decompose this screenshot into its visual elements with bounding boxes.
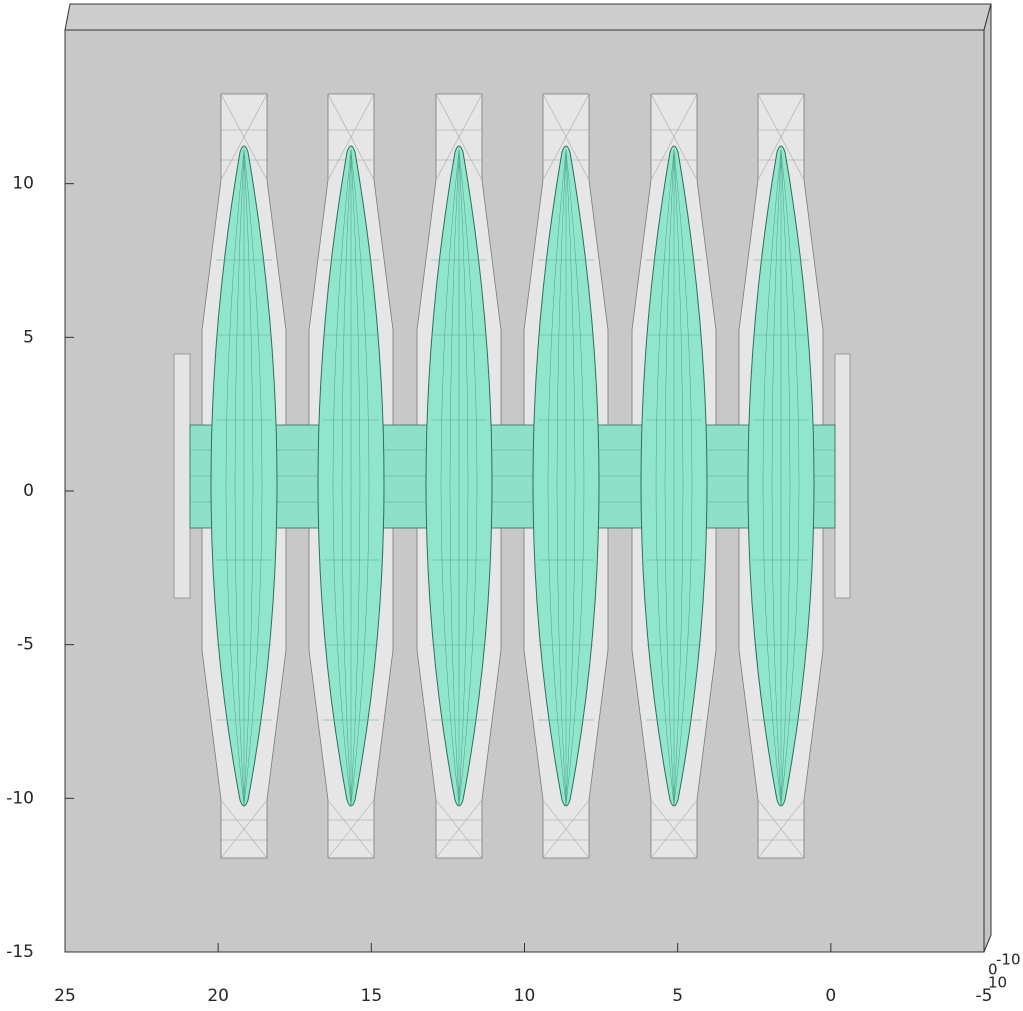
- x-tick-label: 0: [825, 986, 836, 1006]
- z-axis: -10 0 10: [988, 951, 1021, 992]
- mesh-line: [757, 799, 805, 859]
- mesh-line: [565, 149, 576, 806]
- end-cap: [173, 353, 191, 599]
- mesh-line: [449, 149, 460, 806]
- x-tick-label: 25: [54, 986, 76, 1006]
- x-tick-label: 20: [207, 986, 229, 1006]
- mesh-line: [780, 149, 791, 806]
- mesh-line: [220, 799, 268, 859]
- mesh-line: [556, 149, 567, 806]
- mesh-line: [780, 149, 800, 806]
- mesh-geometry: [173, 93, 851, 859]
- mesh-line: [542, 799, 590, 859]
- mesh-line: [225, 149, 245, 806]
- mesh-line: [542, 93, 590, 181]
- mesh-line: [458, 149, 478, 806]
- z-tick-label: 0: [988, 961, 998, 979]
- mesh-line: [243, 149, 263, 806]
- mesh-line: [327, 93, 375, 181]
- x-tick-label: -5: [976, 986, 993, 1006]
- mesh-line: [350, 149, 370, 806]
- end-cap: [834, 353, 851, 599]
- y-tick-label: -10: [6, 788, 34, 808]
- mesh-line: [757, 93, 805, 181]
- mesh-line: [341, 149, 352, 806]
- y-tick-label: -5: [17, 635, 34, 655]
- mesh-line: [440, 149, 460, 806]
- rod: [189, 424, 836, 529]
- mesh-line: [762, 149, 782, 806]
- top-face: [64, 3, 992, 31]
- mesh-line: [458, 149, 469, 806]
- x-tick-label: 15: [361, 986, 383, 1006]
- mesh-line: [771, 149, 782, 806]
- side-face: [983, 3, 992, 953]
- mesh-line: [350, 149, 361, 806]
- mesh-line: [655, 149, 675, 806]
- y-tick-label: -15: [6, 942, 34, 962]
- mesh-line: [673, 149, 693, 806]
- mesh-line: [650, 799, 698, 859]
- y-tick-label: 0: [23, 481, 34, 501]
- mesh-line: [650, 93, 698, 181]
- mesh-line: [435, 93, 483, 181]
- x-tick-label: 10: [514, 986, 536, 1006]
- y-tick-label: 10: [12, 174, 34, 194]
- mesh-line: [332, 149, 352, 806]
- mesh-line: [565, 149, 585, 806]
- mesh-line: [664, 149, 675, 806]
- mesh-line: [547, 149, 567, 806]
- mesh-line: [673, 149, 684, 806]
- axes: 25 20 15 10 5 0 -5 -15 -10 -5 0 5 10: [6, 174, 992, 1006]
- z-tick-label: -10: [996, 951, 1021, 969]
- z-tick-label: 10: [988, 974, 1007, 992]
- mesh-line: [220, 93, 268, 181]
- mesh-line: [435, 799, 483, 859]
- mesh-line: [234, 149, 245, 806]
- x-tick-label: 5: [672, 986, 683, 1006]
- mesh-line: [243, 149, 254, 806]
- y-tick-label: 5: [23, 327, 34, 347]
- mesh-line: [327, 799, 375, 859]
